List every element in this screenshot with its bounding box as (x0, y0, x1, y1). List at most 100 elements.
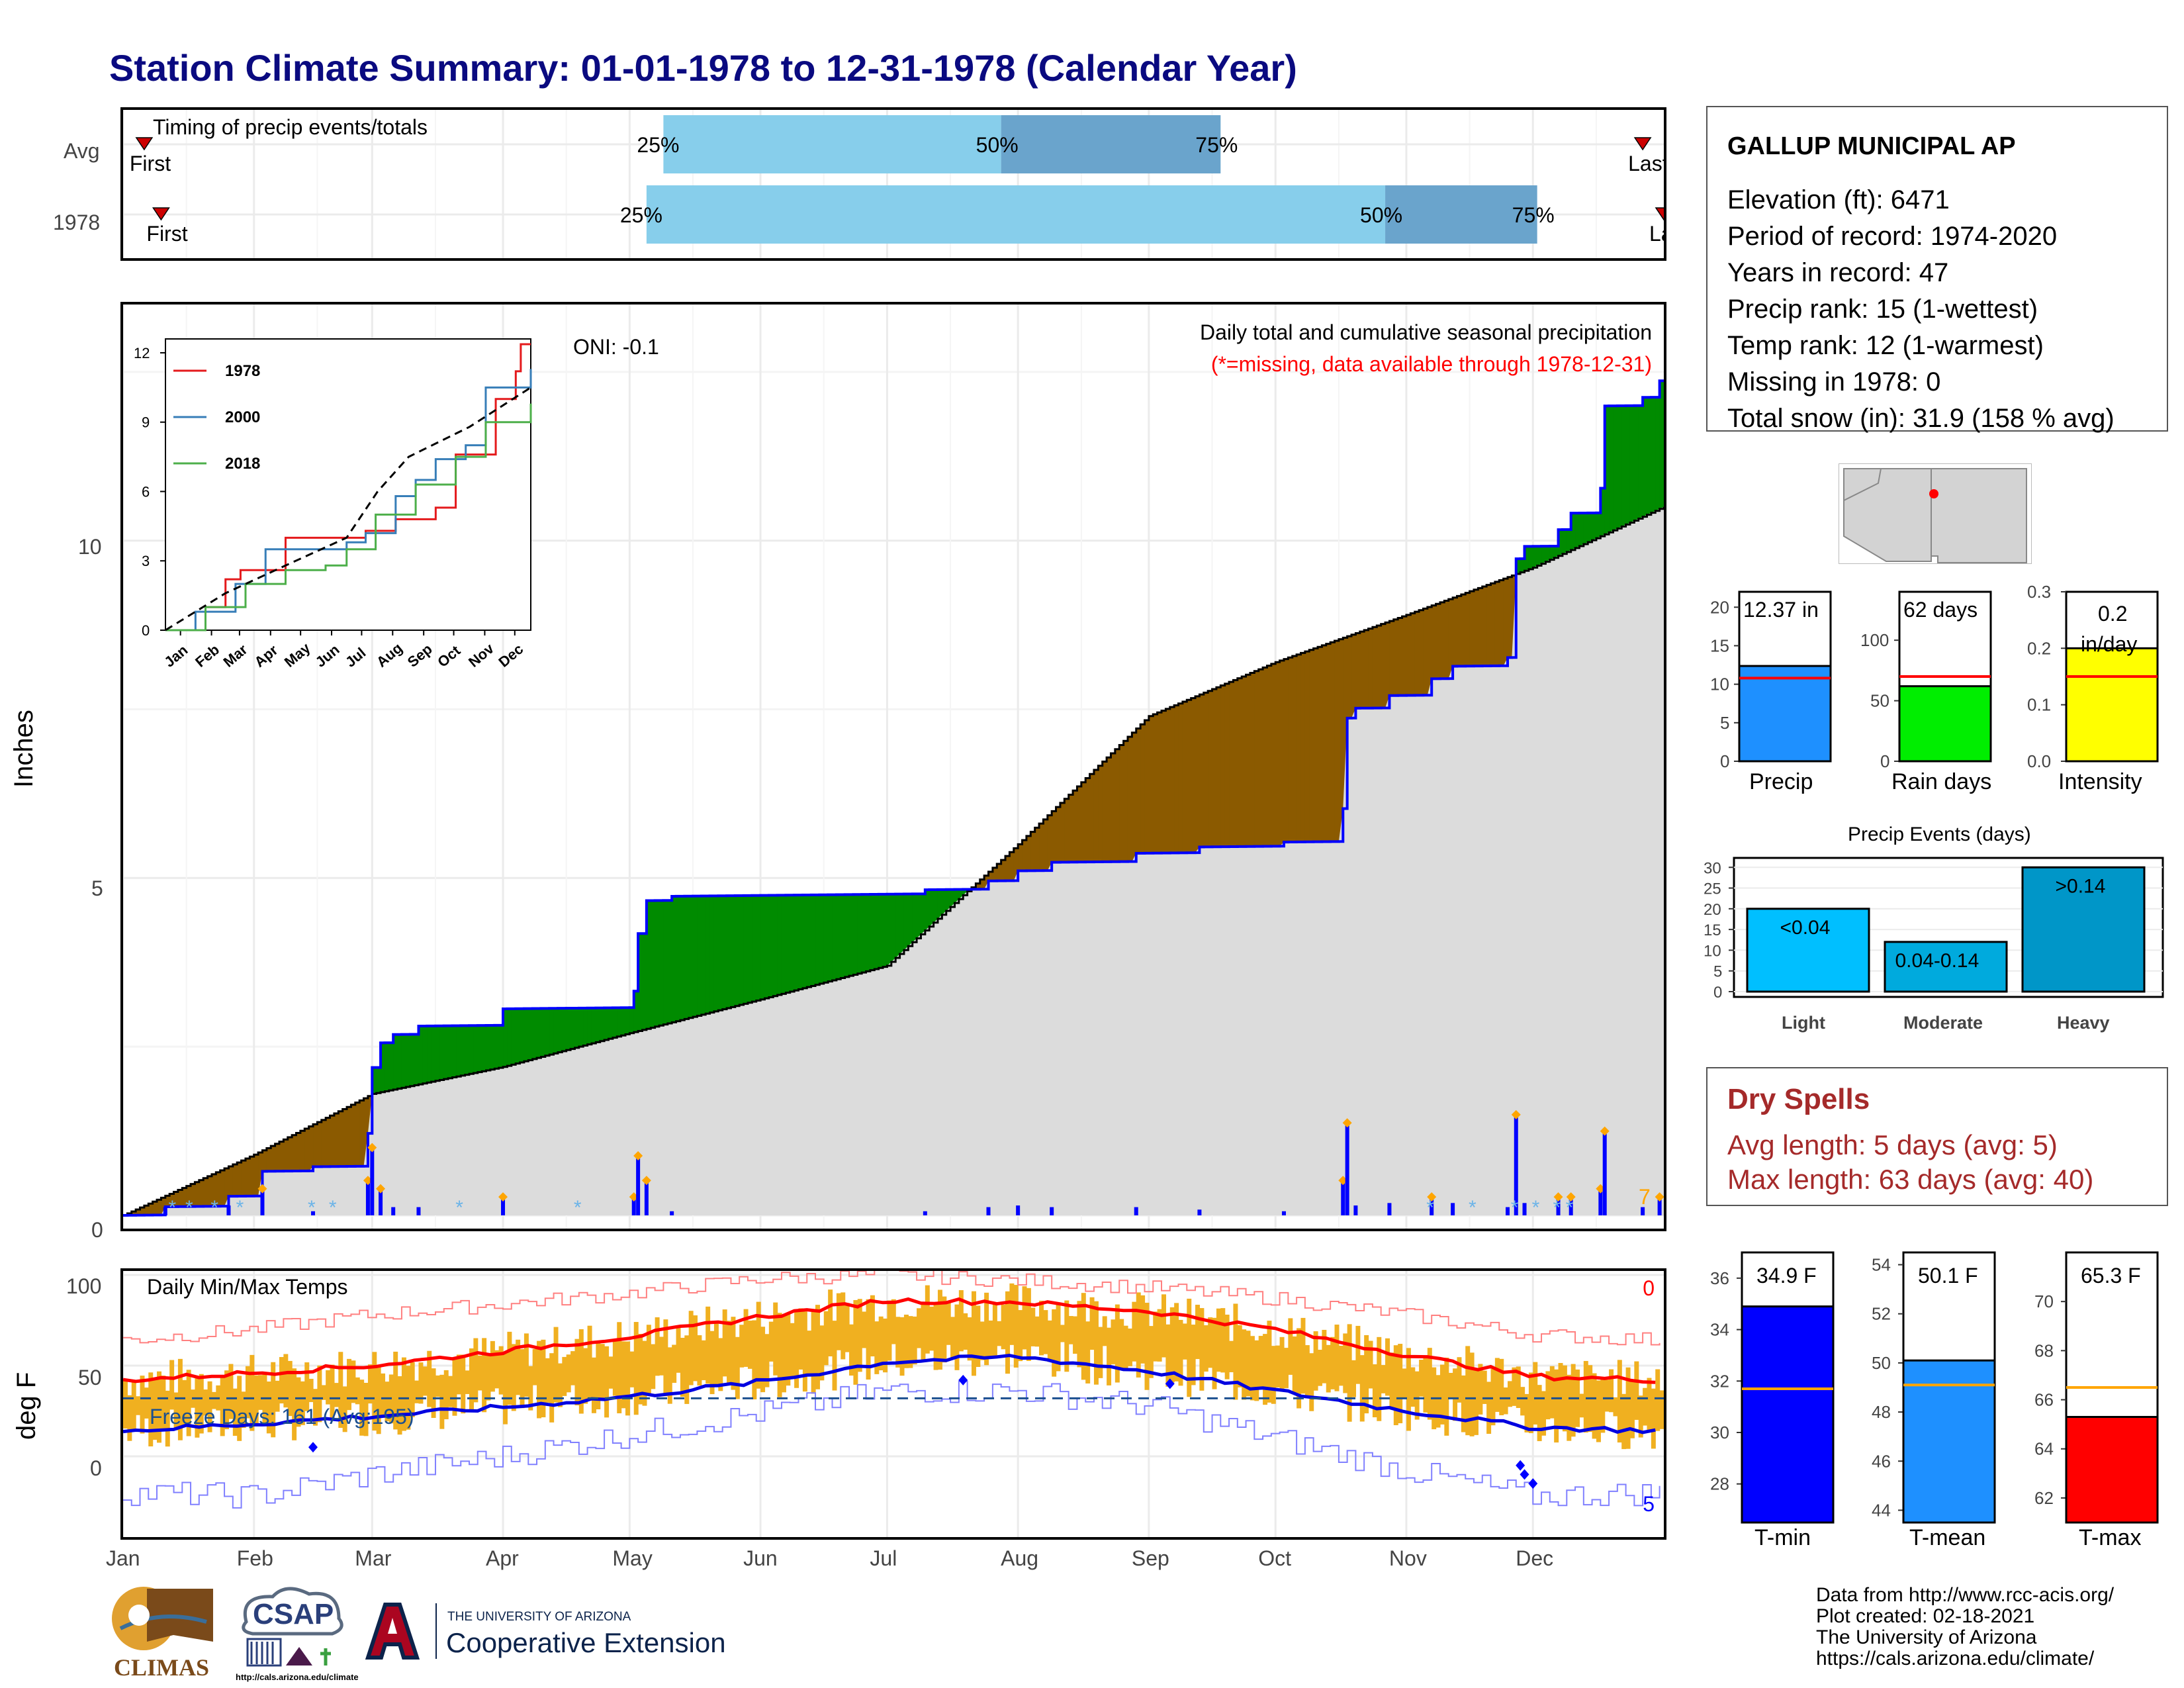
precip-anomaly-fill (1343, 637, 1348, 809)
daily-precip-bar (1353, 1205, 1358, 1215)
record-low-marker (1516, 1460, 1525, 1471)
daily-temp-bar (1579, 1393, 1584, 1418)
month-label-aug: Aug (1001, 1546, 1039, 1570)
precip-anomaly-fill (435, 1025, 440, 1081)
precip-anomaly-fill (1297, 654, 1301, 842)
timing-bar-upper (1001, 115, 1221, 173)
daily-temp-bar (376, 1365, 381, 1434)
precip-anomaly-fill (1140, 724, 1145, 853)
precip-anomaly-fill (946, 889, 951, 912)
inset-chart: 0 3 6 9 12 Jan Feb Mar Apr May Jun Jul Aug Sep Oct Nov D… (130, 331, 547, 669)
daily-temp-bar (1583, 1360, 1588, 1433)
precip-anomaly-fill (1098, 765, 1103, 862)
precip-anomaly-fill (1330, 642, 1336, 842)
precip-missing-note: (*=missing, data available through 1978-… (1210, 352, 1652, 376)
precip-anomaly-fill (1288, 657, 1293, 843)
precip-anomaly-fill (866, 894, 871, 972)
last-event-label: Last (1628, 152, 1664, 175)
daily-temp-bar (136, 1396, 141, 1415)
precip-anomaly-fill (895, 894, 901, 959)
daily-temp-bar (401, 1357, 406, 1431)
temp-summary-tick-label: 52 (1872, 1304, 1891, 1324)
daily-temp-bar (633, 1322, 639, 1415)
daily-temp-bar (393, 1351, 398, 1430)
daily-temp-bar (414, 1380, 420, 1403)
daily-precip-bar (1050, 1207, 1054, 1215)
daily-temp-bar (1516, 1366, 1521, 1408)
daily-temp-bar (262, 1374, 267, 1426)
page-title: Station Climate Summary: 01-01-1978 to 1… (109, 47, 1297, 89)
precip-anomaly-fill (287, 1137, 293, 1172)
precip-anomaly-fill (747, 895, 752, 1003)
precip-anomaly-fill (1643, 397, 1647, 517)
daily-precip-bar (1657, 1199, 1662, 1215)
record-min-line (123, 1380, 1661, 1509)
precip-anomaly-fill (1600, 488, 1606, 537)
precip-anomaly-fill (507, 1008, 512, 1066)
daily-precip-bar (163, 1207, 167, 1215)
precip-anomaly-fill (917, 894, 921, 939)
daily-temp-bar (469, 1348, 474, 1410)
events-bar-Heavy (2021, 866, 2146, 993)
daily-temp-bar (313, 1389, 318, 1426)
summary-tick-label: 20 (1710, 597, 1729, 617)
daily-temp-bar (1643, 1387, 1648, 1426)
daily-temp-bar (828, 1289, 833, 1357)
daily-precip-bar (311, 1211, 316, 1215)
events-bar-label: 0.04-0.14 (1895, 950, 1979, 972)
precip-anomaly-fill (1157, 712, 1162, 853)
precip-anomaly-fill (191, 1184, 195, 1207)
precip-anomaly-fill (418, 1026, 424, 1085)
precip-anomaly-fill (1220, 685, 1226, 847)
precip-anomaly-fill (709, 896, 715, 1013)
snow-marker: * (1532, 1197, 1540, 1219)
daily-temp-bar (1199, 1308, 1205, 1391)
daily-temp-bar (1562, 1365, 1567, 1432)
daily-temp-bar (266, 1382, 271, 1434)
precip-anomaly-fill (638, 933, 643, 1031)
daily-temp-bar (537, 1340, 542, 1419)
precip-anomaly-fill (574, 1008, 580, 1048)
daily-temp-bar (946, 1302, 951, 1345)
precip-anomaly-fill (646, 900, 651, 1029)
last-event-marker (1633, 137, 1652, 151)
daily-temp-bar (503, 1353, 508, 1425)
precip-anomaly-fill (1385, 622, 1390, 708)
daily-temp-bar (768, 1321, 774, 1362)
timing-panel: 25% 50% 75% First Last 25% 50% 75% First La Timin… (120, 107, 1666, 261)
daily-temp-bar (570, 1351, 576, 1385)
daily-temp-bar (777, 1313, 782, 1397)
daily-temp-bar (574, 1338, 580, 1406)
summary-tick-label: 0.3 (2027, 583, 2051, 602)
daily-temp-bar (1047, 1320, 1052, 1362)
daily-temp-bar (477, 1355, 482, 1391)
daily-temp-bar (832, 1321, 837, 1391)
precip-base-area (123, 506, 1664, 1215)
events-category-label: Heavy (2057, 1013, 2110, 1033)
daily-precip-bar (1522, 1203, 1527, 1215)
daily-temp-bar (549, 1353, 555, 1423)
precip-anomaly-fill (1258, 669, 1263, 847)
temp-summary-value-label: 65.3 F (2081, 1264, 2141, 1288)
precip-anomaly-fill (1271, 663, 1276, 847)
first-event-marker (152, 207, 170, 221)
daily-temp-bar (1043, 1310, 1048, 1354)
precip-anomaly-fill (764, 895, 770, 999)
precip-anomaly-fill (545, 1008, 550, 1056)
daily-temp-bar (1351, 1360, 1356, 1397)
events-title: Precip Events (days) (1848, 823, 2031, 845)
daily-temp-bar (1385, 1338, 1390, 1396)
summary-bar-name: Intensity (2058, 769, 2142, 794)
summary-value-label: 62 days (1903, 598, 1978, 622)
csap-logo: CSAP http://cals.arizona.edu/climate (233, 1582, 359, 1682)
daily-temp-bar (1558, 1363, 1563, 1428)
inset-legend-label: 2000 (225, 408, 260, 426)
daily-precip-bar (379, 1190, 383, 1215)
precip-events: Precip Events (days) 0 5 10 15 20 25 30 <0.04 Lig… (1681, 818, 2184, 1037)
precip-anomaly-fill (1322, 645, 1327, 842)
daily-precip-bar (370, 1149, 375, 1215)
precip-anomaly-fill (655, 900, 660, 1027)
precip-anomaly-fill (1453, 597, 1457, 667)
snow-marker: * (210, 1197, 218, 1219)
daily-temp-bar (887, 1300, 892, 1361)
